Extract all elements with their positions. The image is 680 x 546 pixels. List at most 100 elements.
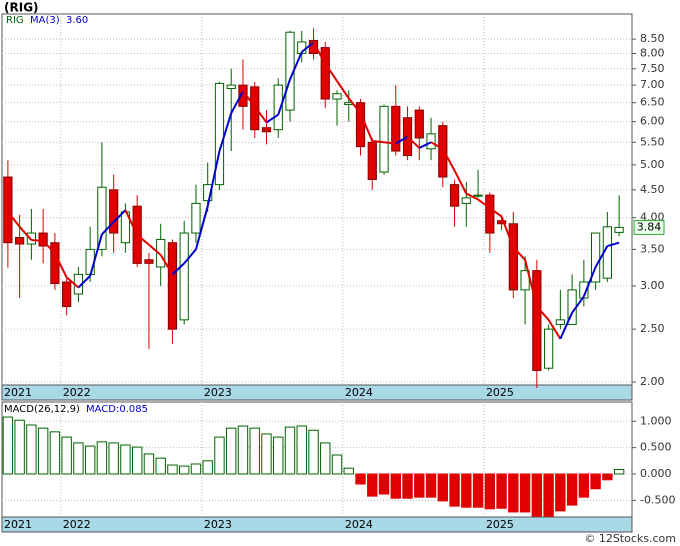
ma-line [347, 97, 362, 114]
macd-bar [425, 473, 437, 498]
ma-line [383, 141, 396, 145]
macd-bar [155, 457, 166, 475]
plot-frame [1, 13, 633, 386]
ma-line [418, 141, 432, 149]
macd-bar [519, 473, 531, 513]
x-tick-label: 2024 [345, 386, 373, 399]
ma-line [312, 41, 327, 64]
last-price-label: 3.84 [637, 220, 662, 233]
macd-bar [84, 445, 96, 475]
macd-bar [249, 427, 260, 475]
ma-line [536, 305, 550, 321]
macd-bar [355, 473, 366, 485]
macd-bar [331, 454, 343, 475]
candle-body [367, 141, 377, 181]
ma-line [441, 148, 456, 172]
macd-bar [566, 473, 578, 506]
macd-bar [308, 429, 319, 475]
x-tick-label: 2023 [204, 386, 232, 399]
candle-body [226, 84, 236, 90]
footer: © 12Stocks.com [584, 532, 676, 545]
y-tick-label: 0.500 [640, 441, 672, 454]
y-tick-label: 5.00 [640, 158, 665, 171]
candle-body [273, 84, 283, 131]
ma-line [430, 141, 444, 150]
candle-body [414, 109, 424, 139]
candle-body [97, 186, 107, 250]
macd-bar [273, 436, 284, 475]
ma-line [18, 226, 33, 241]
candle-body [379, 105, 389, 173]
candle-body [473, 194, 483, 197]
x-tick-label: 2022 [63, 386, 91, 399]
ma-line [89, 234, 103, 277]
candle-body [426, 133, 436, 150]
legend-series: RIG [6, 15, 24, 26]
candle-body [532, 270, 542, 371]
macd-bar [602, 473, 613, 481]
candle-body [461, 197, 471, 204]
macd-bar [484, 473, 496, 510]
y-tick-label: 6.00 [640, 115, 665, 128]
y-tick-label: 8.00 [640, 46, 665, 59]
macd-bar [367, 473, 378, 497]
x-tick-label: 2025 [486, 518, 514, 531]
y-tick-label: 8.50 [640, 32, 665, 45]
legend-ma-value: 3.60 [66, 15, 88, 26]
macd-bar [131, 446, 143, 475]
macd-bar [472, 473, 484, 508]
candle-body [85, 248, 95, 275]
macd-bar [178, 465, 190, 475]
ma-line [31, 239, 44, 242]
candle-body [391, 105, 401, 152]
macd-bar [543, 473, 554, 517]
ma-line [136, 234, 150, 246]
macd-bar [26, 424, 37, 475]
macd-bar [555, 473, 566, 512]
macd-bar [14, 419, 25, 475]
ma-line [7, 211, 21, 228]
candle-body [214, 82, 225, 186]
macd-bar [496, 473, 507, 509]
candle-body [15, 237, 25, 245]
ma-line [453, 170, 468, 195]
x-tick-label: 2023 [204, 518, 232, 531]
macd-bar [437, 473, 449, 502]
macd-bar [167, 464, 178, 475]
macd-bar [461, 473, 472, 508]
ma-line [289, 51, 303, 80]
macd-bar [402, 473, 413, 499]
y-tick-label: 7.00 [640, 78, 665, 91]
candle-body [203, 184, 213, 202]
plot-frame [1, 401, 633, 518]
ma-line [500, 216, 515, 248]
candle-body [167, 242, 178, 330]
candle-body [109, 189, 119, 234]
candle-body [179, 232, 189, 321]
ma-line [253, 105, 268, 124]
ma-line [512, 246, 526, 261]
y-tick-label: 0.000 [640, 467, 672, 480]
ma-line [582, 266, 597, 297]
macd-bar [226, 427, 237, 475]
candle-body [156, 238, 166, 268]
macd-bar [378, 473, 390, 495]
ma-line [148, 243, 162, 256]
chart-title: (RIG) [4, 1, 39, 15]
ma-line [77, 275, 91, 289]
y-tick-label: 7.50 [640, 62, 665, 75]
candle-body [50, 242, 60, 285]
candle-body [438, 125, 448, 178]
candle-body [402, 117, 413, 157]
candle-body [485, 194, 495, 234]
y-tick-label: -0.500 [640, 493, 675, 506]
ma-line [101, 221, 115, 235]
x-tick-label: 2022 [63, 518, 91, 531]
macd-bar [190, 463, 202, 475]
x-tick-label: 2021 [4, 518, 32, 531]
candle-body [62, 281, 72, 308]
y-tick-label: 2.00 [640, 375, 665, 388]
ma-line [607, 241, 620, 247]
ma-line [559, 312, 574, 340]
y-tick-label: 3.00 [640, 279, 665, 292]
